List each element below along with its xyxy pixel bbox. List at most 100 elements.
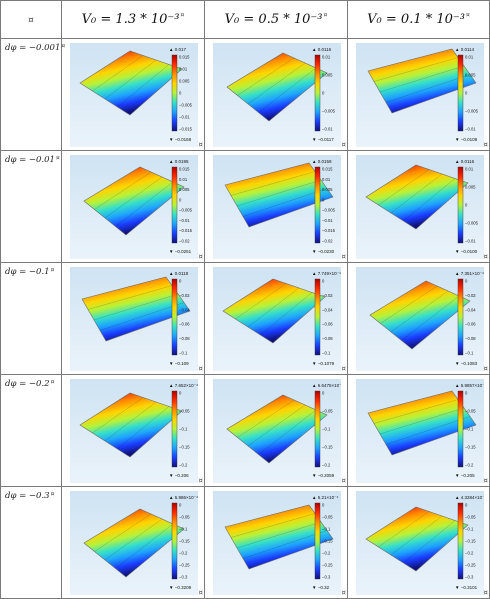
colorbar-tick-label: 0 xyxy=(179,503,182,508)
colorbar-tick-label: −0.1 xyxy=(179,427,188,432)
colorbar-max-label: ▲ 0.017 xyxy=(169,47,186,52)
anchor-mark: ¤ xyxy=(483,477,488,485)
colorbar-min-label: ▼ −0.109 xyxy=(169,361,189,366)
table-row: dφ = −0.001¤ ▲ 0.017 ▼ −0.0168 0.015 0.01 0.… xyxy=(0,38,490,151)
colorbar-max-label: ▲ 5.9857×10⁻⁴ xyxy=(455,383,484,388)
colorbar-tick-label: −0.01 xyxy=(465,127,476,132)
surface-grid-line xyxy=(380,285,438,324)
surface-plot-graphic: ▲ 0.017 ▼ −0.0168 0.015 0.01 0.005 0 −0.005 −0.… xyxy=(79,47,193,142)
surface-shape xyxy=(369,280,471,350)
surface-shape xyxy=(83,166,185,236)
colorbar-tick-label: −0.1 xyxy=(179,527,188,532)
colorbar-tick-label: −0.15 xyxy=(322,445,333,450)
surface-plot-graphic: ▲ 0.0114 ▼ −0.0108 0.01 0.005 0 −0.005 −0.01 xyxy=(367,47,479,142)
table-row: dφ = −0.01¤ ▲ 0.0195 ▼ −0.0251 0.015 0.01 0.… xyxy=(0,150,490,263)
anchor-mark: ¤ xyxy=(341,141,346,149)
surface-grid-line xyxy=(230,513,316,538)
colorbar-tick-label: −0.015 xyxy=(322,228,336,233)
colorbar-tick-label: 0.005 xyxy=(465,73,476,78)
colorbar-tick-label: −0.15 xyxy=(179,445,190,450)
surface-plot: ▲ 0.017 ▼ −0.0168 0.015 0.01 0.005 0 −0.005 −0.… xyxy=(70,43,198,147)
colorbar-tick-label: −0.2 xyxy=(179,551,188,556)
anchor-mark: ¤ xyxy=(483,589,488,597)
colorbar-tick-label: 0 xyxy=(322,91,325,96)
surface-shape xyxy=(365,164,469,230)
colorbar xyxy=(171,54,178,132)
colorbar xyxy=(457,54,464,132)
colorbar-tick-label: −0.05 xyxy=(322,409,333,414)
colorbar-min-label: ▼ −0.1079 xyxy=(312,361,335,366)
colorbar-tick-label: −0.06 xyxy=(179,322,190,327)
colorbar-min-label: ▼ −0.0100 xyxy=(455,249,478,254)
colorbar-tick-label: 0 xyxy=(322,503,325,508)
colorbar xyxy=(314,502,321,580)
header-row: ¤ V₀ = 1.3 * 10⁻³¤ V₀ = 0.5 * 10⁻³¤ V₀ =… xyxy=(0,0,490,39)
colorbar-tick-label: −0.1 xyxy=(322,427,331,432)
colorbar-max-label: ▲ 7.652×10⁻⁴ xyxy=(169,383,198,388)
surface-plot: ▲ 7.652×10⁻⁴ ▼ −0.206 0 −0.05 −0.1 −0.15 −0.2 xyxy=(70,379,198,483)
surface-grid-line xyxy=(230,171,316,196)
surface-plot: ▲ 7.351×10⁻⁴ ▼ −0.1083 0 −0.02 −0.04 −0.06 −0.… xyxy=(356,267,484,371)
colorbar xyxy=(314,166,321,244)
colorbar-tick-label: −0.06 xyxy=(322,322,333,327)
surface-plot: ▲ 7.749×10⁻⁴ ▼ −0.1079 0 −0.02 −0.04 −0.06 −0.… xyxy=(213,267,341,371)
column-header: V₀ = 0.1 * 10⁻³¤ xyxy=(347,0,490,39)
colorbar-tick-label: −0.08 xyxy=(322,336,333,341)
colorbar-tick-label: 0.005 xyxy=(322,73,333,78)
colorbar-tick-label: 0.01 xyxy=(179,67,188,72)
colorbar xyxy=(314,390,321,468)
colorbar-tick-label: 0 xyxy=(322,197,325,202)
surface-grid-line xyxy=(385,416,471,445)
plot-cell: ▲ 6.6475×10⁻⁴ ▼ −0.2059 0 −0.05 −0.1 −0.15 −0.… xyxy=(204,374,348,487)
plot-cell: ▲ 7.652×10⁻⁴ ▼ −0.206 0 −0.05 −0.1 −0.15 −0.2 ¤ xyxy=(61,374,205,487)
surface-grid-line xyxy=(104,401,157,442)
colorbar xyxy=(171,390,178,468)
colorbar-max-label: ▲ 0.0159 xyxy=(312,159,332,164)
colorbar-tick-label: −0.01 xyxy=(322,218,333,223)
colorbar xyxy=(171,502,178,580)
colorbar xyxy=(171,278,178,356)
surface-shape xyxy=(222,278,326,344)
colorbar-tick-label: 0 xyxy=(179,91,182,96)
table-row: dφ = −0.3¤ ▲ 5.986×10⁻⁴ ▼ −0.3209 0 −0.05 −0… xyxy=(0,486,490,599)
plot-cell: ▲ 0.0159 ▼ −0.0230 0.015 0.01 0.005 0 −0.005 −0… xyxy=(204,150,348,263)
surface-plot: ▲ 5.21×10⁻⁴ ▼ −0.32 0 −0.05 −0.1 −0.15 −0.2 −0.… xyxy=(213,491,341,595)
surface-plot-graphic: ▲ 0.0116 ▼ −0.0100 0.01 0.005 0 −0.005 −0.01 xyxy=(365,159,479,254)
colorbar-min-label: ▼ −0.32 xyxy=(312,585,330,590)
plot-cell: ▲ 7.749×10⁻⁴ ▼ −0.1079 0 −0.02 −0.04 −0.06 −0.… xyxy=(204,262,348,375)
colorbar-tick-label: −0.005 xyxy=(465,221,479,226)
surface-shape xyxy=(367,390,477,456)
colorbar-tick-label: −0.01 xyxy=(179,115,190,120)
surface-grid-line xyxy=(390,173,443,214)
surface-plot: ▲ 6.6475×10⁻⁴ ▼ −0.2059 0 −0.05 −0.1 −0.15 −0.… xyxy=(213,379,341,483)
surface-grid-line xyxy=(115,181,174,227)
plot-cell: ▲ 0.017 ▼ −0.0168 0.015 0.01 0.005 0 −0.005 −0.… xyxy=(61,38,205,151)
surface-plot: ▲ 0.0114 ▼ −0.0108 0.01 0.005 0 −0.005 −0.01 xyxy=(356,43,484,147)
colorbar-tick-label: −0.25 xyxy=(465,563,476,568)
surface-plot-graphic: ▲ 7.652×10⁻⁴ ▼ −0.206 0 −0.05 −0.1 −0.15 −0.2 xyxy=(79,383,198,478)
surface-shape xyxy=(224,504,334,570)
colorbar-tick-label: −0.005 xyxy=(322,109,336,114)
colorbar-tick-label: −0.01 xyxy=(322,127,333,132)
surface-plot-graphic: ▲ 0.0159 ▼ −0.0230 0.015 0.01 0.005 0 −0.005 −0… xyxy=(224,159,336,254)
surface-grid-line xyxy=(373,399,459,424)
colorbar xyxy=(314,278,321,356)
colorbar-tick-label: 0.015 xyxy=(322,167,333,172)
surface-plot-graphic: ▲ 0.0118 ▼ −0.109 0 −0.02 −0.04 −0.06 −0.08 −0.… xyxy=(81,271,191,366)
colorbar-tick-label: −0.01 xyxy=(465,239,476,244)
colorbar-min-label: ▼ −0.1083 xyxy=(455,361,478,366)
surface-grid-line xyxy=(258,409,317,455)
colorbar-tick-label: 0 xyxy=(322,391,325,396)
surface-grid-line xyxy=(87,285,173,310)
colorbar-tick-label: −0.2 xyxy=(179,463,188,468)
surface-shape xyxy=(224,162,334,228)
surface-plot-graphic: ▲ 7.351×10⁻⁴ ▼ −0.1083 0 −0.02 −0.04 −0.06 −0.… xyxy=(369,271,484,366)
colorbar-tick-label: −0.2 xyxy=(465,463,474,468)
colorbar-tick-label: −0.08 xyxy=(179,336,190,341)
colorbar-tick-label: 0 xyxy=(179,279,182,284)
colorbar-tick-label: −0.005 xyxy=(465,109,479,114)
row-header: dφ = −0.2¤ xyxy=(0,374,62,487)
column-header: V₀ = 0.5 * 10⁻³¤ xyxy=(204,0,348,39)
surface-plot-graphic: ▲ 5.21×10⁻⁴ ▼ −0.32 0 −0.05 −0.1 −0.15 −0.2 −0.… xyxy=(224,495,338,590)
anchor-mark: ¤ xyxy=(341,253,346,261)
